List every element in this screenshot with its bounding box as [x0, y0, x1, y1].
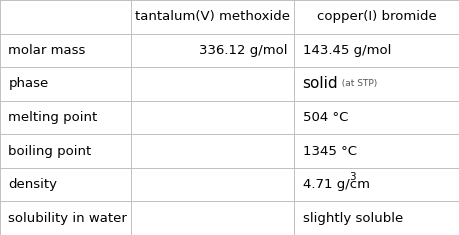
Text: tantalum(V) methoxide: tantalum(V) methoxide [135, 10, 290, 23]
Text: phase: phase [8, 77, 49, 90]
Text: copper(I) bromide: copper(I) bromide [317, 10, 436, 23]
Text: slightly soluble: slightly soluble [302, 212, 402, 225]
Text: solid: solid [302, 76, 337, 91]
Text: 1345 °C: 1345 °C [302, 145, 356, 158]
Text: (at STP): (at STP) [336, 79, 377, 88]
Text: boiling point: boiling point [8, 145, 91, 158]
Text: solubility in water: solubility in water [8, 212, 127, 225]
Text: 3: 3 [348, 172, 354, 182]
Text: density: density [8, 178, 57, 191]
Text: 504 °C: 504 °C [302, 111, 347, 124]
Text: 336.12 g/mol: 336.12 g/mol [199, 44, 287, 57]
Text: 4.71 g/cm: 4.71 g/cm [302, 178, 369, 191]
Text: molar mass: molar mass [8, 44, 85, 57]
Text: melting point: melting point [8, 111, 97, 124]
Text: 143.45 g/mol: 143.45 g/mol [302, 44, 390, 57]
